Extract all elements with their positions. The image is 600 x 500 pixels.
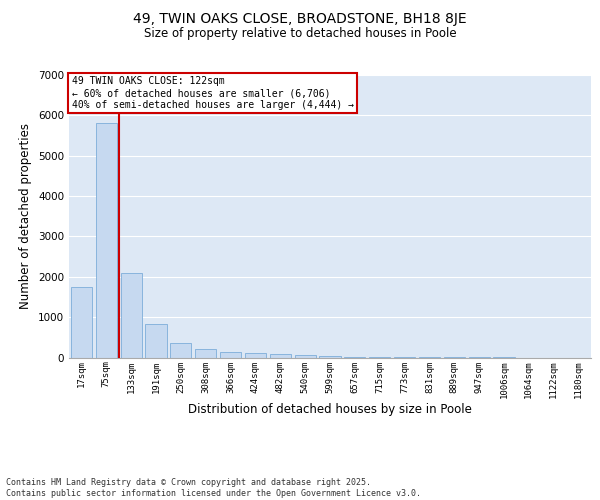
Text: 49 TWIN OAKS CLOSE: 122sqm
← 60% of detached houses are smaller (6,706)
40% of s: 49 TWIN OAKS CLOSE: 122sqm ← 60% of deta… [71,76,353,110]
Bar [71,287,92,358]
Bar [145,324,167,358]
Bar [220,352,241,358]
Bar [295,356,316,358]
Y-axis label: Number of detached properties: Number of detached properties [19,123,32,309]
Bar [270,354,291,358]
Bar [319,356,341,358]
Bar [121,273,142,357]
Bar [195,348,216,358]
Bar [170,342,191,357]
X-axis label: Distribution of detached houses by size in Poole: Distribution of detached houses by size … [188,404,472,416]
Bar [96,124,117,358]
Bar [245,354,266,358]
Text: 49, TWIN OAKS CLOSE, BROADSTONE, BH18 8JE: 49, TWIN OAKS CLOSE, BROADSTONE, BH18 8J… [133,12,467,26]
Text: Contains HM Land Registry data © Crown copyright and database right 2025.
Contai: Contains HM Land Registry data © Crown c… [6,478,421,498]
Text: Size of property relative to detached houses in Poole: Size of property relative to detached ho… [143,28,457,40]
